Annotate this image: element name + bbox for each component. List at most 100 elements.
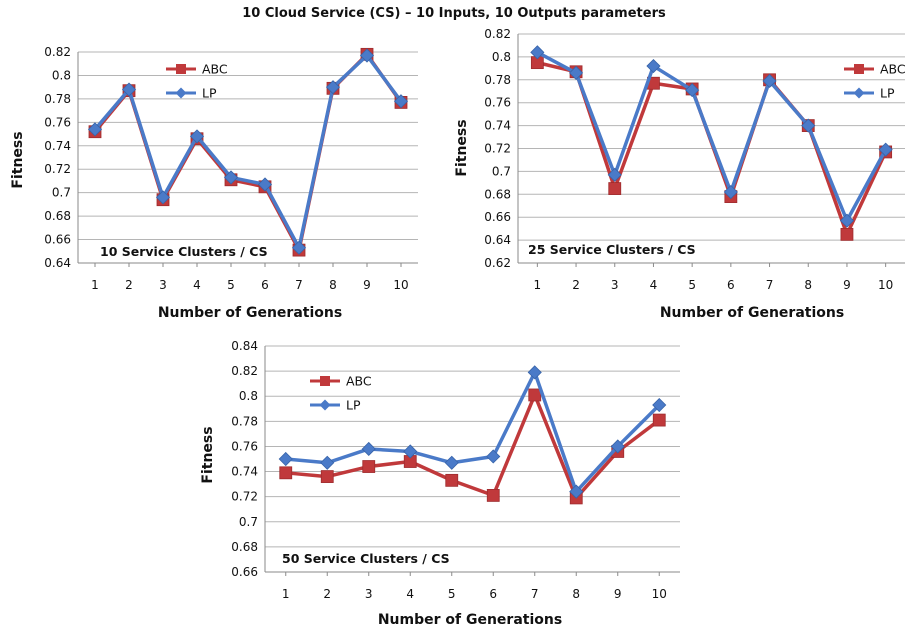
y-tick-label: 0.76 (44, 115, 71, 129)
x-tick-label: 6 (489, 587, 497, 601)
point-lp (652, 397, 667, 413)
legend-item-lp: LP (844, 86, 895, 101)
x-tick-label: 7 (531, 587, 539, 601)
y-tick-label: 0.68 (484, 187, 511, 201)
y-tick-label: 0.68 (44, 209, 71, 223)
chart-annotation: 25 Service Clusters / CS (528, 242, 696, 257)
series-line-lp (285, 370, 661, 494)
legend-marker-diamond (853, 87, 865, 99)
x-tick-label: 1 (91, 278, 99, 292)
point-lp (486, 449, 501, 464)
y-axis-title: Fitness (454, 119, 470, 176)
y-tick-label: 0.7 (52, 186, 71, 200)
x-tick-label: 5 (688, 278, 696, 292)
x-tick-label: 4 (650, 278, 658, 292)
point-abc (320, 470, 334, 483)
x-tick-label: 8 (572, 587, 580, 601)
y-tick-label: 0.78 (484, 73, 511, 87)
x-tick-label: 5 (227, 278, 235, 292)
point-lp (762, 73, 777, 89)
page-title: 10 Cloud Service (CS) – 10 Inputs, 10 Ou… (242, 6, 666, 21)
point-abc (279, 466, 293, 480)
point-lp (568, 65, 584, 80)
point-lp (646, 58, 661, 74)
point-abc (362, 460, 376, 473)
point-abc (652, 413, 666, 427)
y-tick-label: 0.68 (231, 540, 258, 554)
y-tick-label: 0.8 (239, 389, 258, 403)
y-tick-label: 0.66 (484, 210, 511, 224)
point-lp (607, 167, 622, 182)
x-tick-label: 8 (804, 278, 812, 292)
point-lp (878, 142, 893, 157)
legend-item-lp: LP (310, 398, 361, 413)
x-axis-title: Number of Generations (378, 612, 562, 628)
legend-item-abc: ABC (844, 62, 906, 77)
legend-marker-square (854, 64, 864, 74)
series-line-abc (93, 52, 403, 252)
point-abc (486, 489, 500, 502)
point-lp (121, 82, 137, 97)
legend-label: LP (346, 398, 361, 413)
y-tick-label: 0.64 (484, 233, 511, 247)
point-lp (403, 444, 418, 459)
chart-panel-3: 0.66 0.68 0.7 0.72 0.74 0.76 0.78 0.8 0.82 0.84 1 2… (200, 339, 680, 628)
point-lp (527, 365, 542, 380)
point-lp (839, 213, 855, 228)
y-tick-label: 0.82 (231, 364, 258, 378)
x-tick-label: 3 (611, 278, 619, 292)
y-tick-label: 0.7 (239, 515, 258, 529)
x-tick-label: 8 (329, 278, 337, 292)
y-tick-label: 0.74 (484, 119, 511, 133)
series-line-lp (536, 50, 888, 223)
y-tick-label: 0.7 (492, 164, 511, 178)
point-lp (685, 83, 700, 98)
y-tick-label: 0.62 (484, 256, 511, 270)
point-lp (444, 455, 459, 470)
x-tick-label: 3 (365, 587, 373, 601)
point-abc (445, 473, 459, 487)
y-axis-title: Fitness (10, 131, 26, 188)
point-lp (189, 129, 205, 144)
y-tick-label: 0.8 (52, 68, 71, 82)
point-lp (278, 451, 293, 467)
x-tick-label: 9 (614, 587, 622, 601)
chart-annotation: 50 Service Clusters / CS (282, 551, 450, 566)
legend-marker-diamond (175, 87, 187, 99)
x-tick-label: 9 (363, 278, 371, 292)
legend-marker-diamond (319, 399, 331, 411)
legend-label: ABC (202, 62, 228, 77)
y-tick-label: 0.82 (44, 45, 71, 59)
y-tick-label: 0.76 (231, 439, 258, 453)
x-tick-label: 6 (727, 278, 735, 292)
point-abc (528, 388, 542, 402)
point-abc (608, 182, 622, 195)
point-lp (393, 94, 409, 109)
y-tick-label: 0.76 (484, 96, 511, 110)
y-tick-label: 0.74 (231, 465, 258, 479)
y-tick-label: 0.72 (484, 142, 511, 156)
x-tick-label: 9 (843, 278, 851, 292)
x-tick-label: 3 (159, 278, 167, 292)
x-tick-label: 5 (448, 587, 456, 601)
y-tick-label: 0.66 (231, 565, 258, 579)
y-tick-label: 0.72 (44, 162, 71, 176)
series-line-abc (285, 393, 661, 500)
legend-label: ABC (880, 62, 906, 77)
series-line-lp (93, 53, 403, 250)
legend-label: LP (202, 86, 217, 101)
legend-item-lp: LP (166, 86, 217, 101)
x-tick-label: 4 (193, 278, 201, 292)
x-tick-label: 10 (878, 278, 893, 292)
x-tick-label: 4 (406, 587, 414, 601)
point-lp (801, 118, 816, 133)
point-lp (359, 48, 375, 63)
legend-item-abc: ABC (166, 62, 228, 77)
y-tick-label: 0.66 (44, 233, 71, 247)
legend-label: ABC (346, 374, 372, 389)
x-axis-title: Number of Generations (158, 305, 342, 321)
chart-panel-2: 0.62 0.64 0.66 0.68 0.7 0.72 0.74 0.76 0.78 0.8 0.… (454, 27, 906, 321)
point-lp (320, 455, 335, 470)
chart-panel-1: 0.64 0.66 0.68 0.7 0.72 0.74 0.76 0.78 0.8 0.82 1 2… (10, 45, 418, 321)
